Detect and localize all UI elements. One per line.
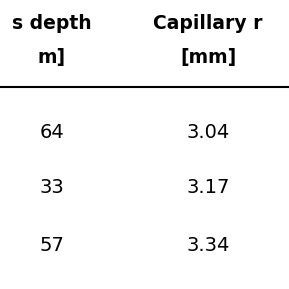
Text: 57: 57 (40, 236, 64, 255)
Text: Capillary r: Capillary r (153, 14, 263, 33)
Text: m]: m] (38, 48, 66, 67)
Text: 64: 64 (40, 123, 64, 142)
Text: 33: 33 (40, 178, 64, 197)
Text: 3.17: 3.17 (186, 178, 230, 197)
Text: 3.04: 3.04 (186, 123, 230, 142)
Text: s depth: s depth (12, 14, 92, 33)
Text: 3.34: 3.34 (186, 236, 230, 255)
Text: [mm]: [mm] (180, 48, 236, 67)
